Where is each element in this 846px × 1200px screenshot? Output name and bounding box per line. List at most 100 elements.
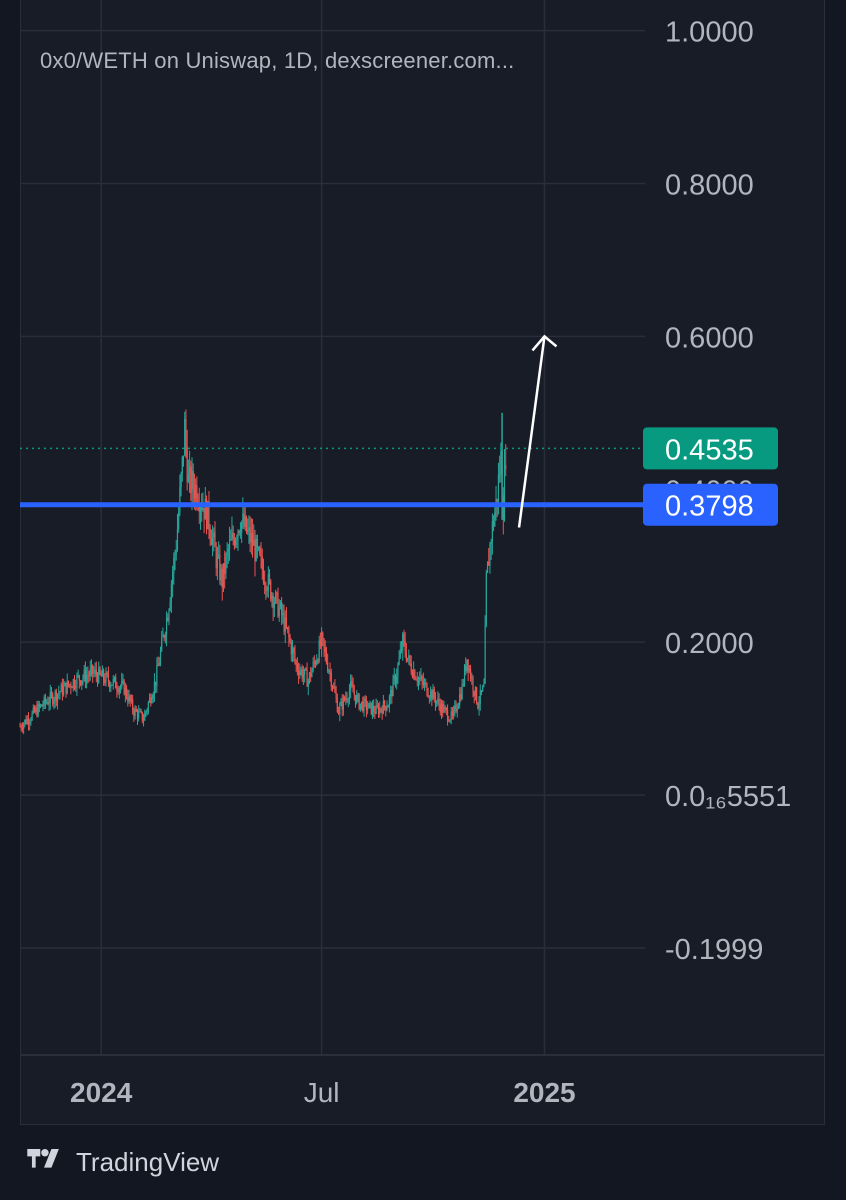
- chart-frame[interactable]: [20, 0, 825, 1125]
- candle-body: [146, 709, 148, 712]
- candle-body: [190, 466, 192, 494]
- candle-body: [176, 528, 179, 550]
- candle-body: [138, 711, 140, 719]
- candle-body: [354, 695, 357, 703]
- candle-body: [180, 473, 182, 488]
- candle-body: [230, 538, 232, 541]
- candle-body: [227, 548, 229, 551]
- candle-body: [499, 475, 501, 477]
- candle-body: [139, 711, 141, 713]
- candle-body: [52, 694, 54, 704]
- candle-body: [262, 569, 265, 583]
- candle-body: [169, 601, 171, 611]
- candle-body: [325, 651, 328, 663]
- candle-body: [478, 703, 480, 709]
- candle-body: [273, 602, 275, 609]
- candle-body: [132, 699, 134, 711]
- y-tick-label: 0.0₁₆5551: [665, 781, 791, 813]
- candle-body: [170, 584, 173, 602]
- candle-body: [110, 685, 112, 688]
- candle-body: [264, 582, 266, 585]
- candle-body: [54, 691, 56, 701]
- candle-body: [122, 680, 124, 682]
- candle-body: [376, 705, 378, 708]
- candle-body: [192, 470, 194, 489]
- candle-body: [216, 555, 219, 569]
- candle-body: [147, 702, 149, 710]
- candle-body: [158, 663, 160, 666]
- candle-body: [351, 681, 353, 686]
- candle-body: [202, 507, 204, 511]
- candle-body: [300, 669, 302, 672]
- candle-body: [327, 662, 329, 671]
- candle-body: [320, 632, 323, 647]
- candle-body: [53, 700, 55, 704]
- candle-body: [152, 694, 154, 700]
- candle-body: [345, 698, 347, 701]
- candle-body: [36, 707, 38, 716]
- candle-body: [159, 650, 162, 664]
- candle-body: [291, 648, 294, 655]
- candle-body: [433, 689, 435, 698]
- candle-body: [207, 501, 209, 530]
- candle-body: [360, 701, 363, 704]
- candle-body: [69, 684, 71, 686]
- candle-body: [353, 692, 355, 696]
- candle-body: [304, 668, 306, 675]
- candle-body: [312, 661, 314, 671]
- candle-body: [294, 652, 296, 661]
- candle-body: [437, 698, 439, 702]
- candle-body: [117, 690, 119, 693]
- candle-body: [142, 720, 145, 722]
- candle-body: [71, 687, 73, 689]
- candle-body: [121, 680, 123, 687]
- y-tick-label: 1.0000: [665, 17, 754, 49]
- last-price-label: 0.4535: [665, 434, 754, 466]
- candle-body: [41, 704, 43, 707]
- candle-body: [277, 592, 279, 617]
- candle-body: [454, 705, 456, 710]
- candle-body: [285, 617, 288, 628]
- candle-body: [99, 667, 101, 674]
- candle-body: [398, 657, 400, 665]
- candle-body: [237, 530, 239, 540]
- candle-body: [218, 554, 220, 556]
- candle-body: [443, 707, 445, 713]
- candle-body: [465, 665, 467, 672]
- candle-body: [144, 713, 146, 721]
- candle-body: [497, 475, 500, 502]
- candle-body: [419, 678, 421, 680]
- candle-body: [427, 695, 429, 697]
- candle-body: [473, 690, 475, 696]
- footer[interactable]: TradingView: [22, 1142, 219, 1182]
- candle-body: [446, 710, 449, 721]
- candle-body: [58, 692, 60, 695]
- candle-body: [428, 696, 430, 698]
- candle-body: [64, 682, 66, 687]
- candle-body: [322, 632, 324, 639]
- candle-body: [178, 512, 180, 529]
- candle-body: [466, 659, 468, 672]
- candle-body: [430, 690, 432, 698]
- candle-body: [195, 485, 197, 499]
- candle-body: [471, 678, 473, 680]
- candle-body: [390, 690, 392, 697]
- candle-body: [184, 419, 186, 456]
- candle-body: [256, 538, 259, 548]
- candle-body: [334, 686, 336, 693]
- candle-body: [329, 670, 331, 673]
- candle-body: [375, 705, 377, 714]
- candle-body: [462, 683, 464, 685]
- candle-body: [236, 539, 238, 541]
- candle-body: [468, 668, 470, 672]
- candle-body: [81, 680, 83, 685]
- candle-body: [153, 681, 156, 695]
- candle-body: [463, 665, 466, 685]
- candle-body: [289, 637, 291, 642]
- candle-body: [461, 683, 463, 699]
- candle-body: [341, 701, 343, 710]
- candle-body: [104, 679, 106, 683]
- overlays: [20, 334, 645, 528]
- candle-body: [397, 664, 399, 677]
